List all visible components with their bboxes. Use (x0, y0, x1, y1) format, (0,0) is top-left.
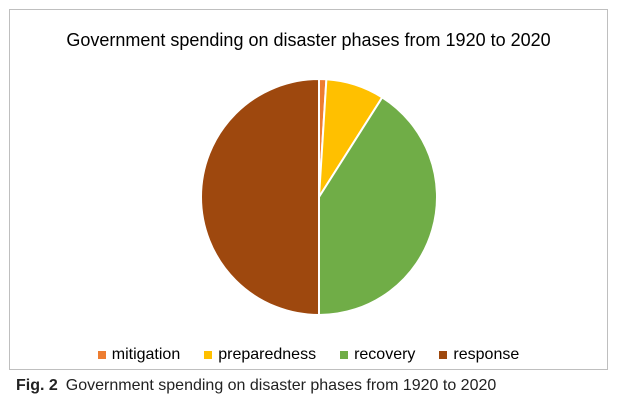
legend-label-recovery: recovery (354, 346, 416, 363)
figure-caption: Fig. 2 Government spending on disaster ph… (16, 377, 496, 395)
legend-item-mitigation: mitigation (97, 346, 181, 364)
pie-chart (200, 77, 438, 317)
legend-swatch-mitigation (97, 351, 106, 359)
legend-item-preparedness: preparedness (204, 346, 316, 364)
legend-item-response: response (439, 346, 519, 364)
pie-slice-recovery (318, 95, 438, 317)
chart-frame: Government spending on disaster phases f… (9, 9, 608, 370)
legend-label-preparedness: preparedness (218, 346, 317, 363)
legend-swatch-preparedness (204, 351, 213, 359)
caption-label: Fig. 2 (16, 377, 58, 394)
caption-text: Government spending on disaster phases f… (65, 377, 497, 394)
pie-slice-response (200, 77, 320, 317)
chart-title: Government spending on disaster phases f… (66, 30, 551, 50)
legend-label-mitigation: mitigation (111, 346, 181, 363)
chart-legend: mitigation preparedness recovery response (10, 346, 607, 364)
legend-item-recovery: recovery (340, 346, 415, 364)
legend-label-response: response (453, 346, 520, 363)
legend-swatch-response (439, 351, 448, 359)
legend-swatch-recovery (340, 351, 349, 359)
